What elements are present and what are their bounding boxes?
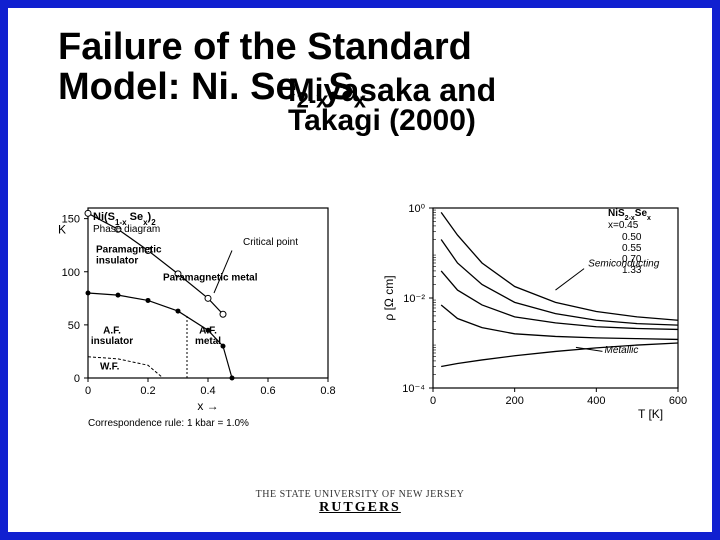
svg-text:T [K]: T [K] (638, 407, 663, 421)
svg-text:Paramagnetic metal: Paramagnetic metal (163, 272, 258, 283)
svg-text:insulator: insulator (96, 255, 138, 266)
left-phase-diagram: 05010015000.20.40.60.8Kx →Ni(S1-x Sex)2P… (38, 198, 348, 478)
svg-text:0.55: 0.55 (622, 243, 642, 254)
svg-text:Paramagnetic: Paramagnetic (96, 245, 162, 256)
svg-text:A.F.: A.F. (103, 325, 121, 336)
svg-text:0: 0 (85, 385, 91, 397)
svg-text:0.6: 0.6 (260, 385, 275, 397)
svg-text:K: K (58, 223, 66, 237)
slide-frame: Failure of the Standard Model: Ni. Se2-x… (0, 0, 720, 540)
svg-text:insulator: insulator (91, 336, 133, 347)
svg-text:50: 50 (68, 320, 80, 332)
footer-univ: THE STATE UNIVERSITY OF NEW JERSEY (8, 489, 712, 500)
svg-text:0: 0 (430, 395, 436, 407)
svg-text:100: 100 (62, 267, 80, 279)
svg-text:0.8: 0.8 (320, 385, 335, 397)
svg-text:Metallic: Metallic (605, 345, 639, 356)
svg-text:10⁻⁴: 10⁻⁴ (402, 383, 425, 395)
svg-text:ρ [Ω cm]: ρ [Ω cm] (382, 275, 396, 320)
title-line1: Failure of the Standard (58, 26, 472, 68)
citation-line2: Takagi (2000) (288, 104, 476, 138)
footer-rutgers: RUTGERS (8, 500, 712, 516)
svg-text:Correspondence rule: 1 kbar =: Correspondence rule: 1 kbar = 1.0% (88, 418, 249, 429)
svg-text:10⁰: 10⁰ (408, 203, 425, 215)
svg-text:x=0.45: x=0.45 (608, 220, 639, 231)
svg-text:Phase diagram: Phase diagram (93, 224, 160, 235)
svg-text:0.4: 0.4 (200, 385, 215, 397)
right-resistivity-chart: 020040060010⁻⁴10⁻²10⁰T [K]ρ [Ω cm]NiS2-x… (378, 198, 698, 478)
svg-text:0: 0 (74, 373, 80, 385)
svg-text:600: 600 (669, 395, 687, 407)
footer: THE STATE UNIVERSITY OF NEW JERSEY RUTGE… (8, 489, 712, 516)
title-line2-left: Model: Ni. Se (58, 66, 297, 108)
svg-text:200: 200 (505, 395, 523, 407)
svg-text:Critical point: Critical point (243, 237, 298, 248)
svg-text:400: 400 (587, 395, 605, 407)
svg-text:A.F.: A.F. (199, 325, 217, 336)
svg-text:Semiconducting: Semiconducting (588, 259, 660, 270)
svg-text:metal: metal (195, 336, 221, 347)
svg-text:0.50: 0.50 (622, 232, 642, 243)
svg-text:0.2: 0.2 (140, 385, 155, 397)
svg-text:W.F.: W.F. (100, 362, 120, 373)
svg-text:x →: x → (197, 399, 218, 413)
svg-text:10⁻²: 10⁻² (403, 293, 425, 305)
